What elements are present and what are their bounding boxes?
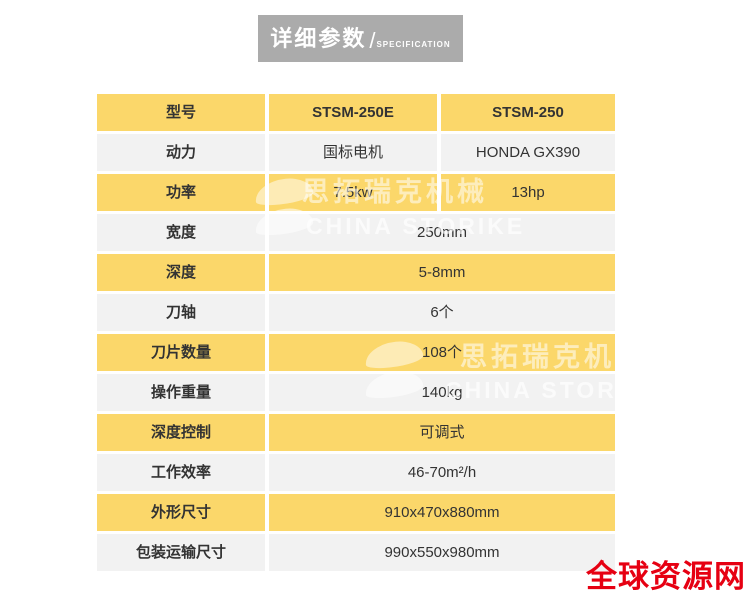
model-1: STSM-250E: [269, 94, 437, 131]
table-row-width: 宽度 250mm: [97, 214, 615, 251]
table-row-work-efficiency: 工作效率 46-70m²/h: [97, 454, 615, 491]
row-value: 108个: [269, 334, 615, 371]
table-row-power-source: 动力 国标电机 HONDA GX390: [97, 134, 615, 171]
row-value-2: 13hp: [441, 174, 615, 211]
row-value-1: 国标电机: [269, 134, 437, 171]
table-row-power: 功率 7.5kw 13hp: [97, 174, 615, 211]
model-2: STSM-250: [441, 94, 615, 131]
row-label: 深度: [97, 254, 265, 291]
specification-banner: 详细参数 / SPECIFICATION: [258, 15, 463, 62]
row-label: 外形尺寸: [97, 494, 265, 531]
table-row-depth: 深度 5-8mm: [97, 254, 615, 291]
row-label: 工作效率: [97, 454, 265, 491]
row-value-1: 7.5kw: [269, 174, 437, 211]
table-row-depth-control: 深度控制 可调式: [97, 414, 615, 451]
row-label: 刀片数量: [97, 334, 265, 371]
row-label: 型号: [97, 94, 265, 131]
banner-title-en: SPECIFICATION: [376, 40, 451, 49]
site-logo-global-resource-net: 全球资源网: [586, 559, 746, 594]
row-label: 刀轴: [97, 294, 265, 331]
row-value: 46-70m²/h: [269, 454, 615, 491]
row-label: 功率: [97, 174, 265, 211]
row-label: 操作重量: [97, 374, 265, 411]
table-row-packing-dimensions: 包装运输尺寸 990x550x980mm: [97, 534, 615, 571]
row-label: 宽度: [97, 214, 265, 251]
row-label: 动力: [97, 134, 265, 171]
banner-slash: /: [369, 28, 376, 53]
table-row-blade-count: 刀片数量 108个: [97, 334, 615, 371]
row-value: 140kg: [269, 374, 615, 411]
banner-title-cn: 详细参数: [270, 26, 367, 51]
table-row-model: 型号 STSM-250E STSM-250: [97, 94, 615, 131]
row-value: 990x550x980mm: [269, 534, 615, 571]
table-row-blade-shaft: 刀轴 6个: [97, 294, 615, 331]
row-value: 5-8mm: [269, 254, 615, 291]
row-value: 250mm: [269, 214, 615, 251]
row-value-2: HONDA GX390: [441, 134, 615, 171]
row-value: 6个: [269, 294, 615, 331]
row-value: 910x470x880mm: [269, 494, 615, 531]
row-label: 包装运输尺寸: [97, 534, 265, 571]
table-row-overall-dimensions: 外形尺寸 910x470x880mm: [97, 494, 615, 531]
row-value: 可调式: [269, 414, 615, 451]
row-label: 深度控制: [97, 414, 265, 451]
specification-table: 型号 STSM-250E STSM-250 动力 国标电机 HONDA GX39…: [97, 94, 615, 571]
table-row-operating-weight: 操作重量 140kg: [97, 374, 615, 411]
